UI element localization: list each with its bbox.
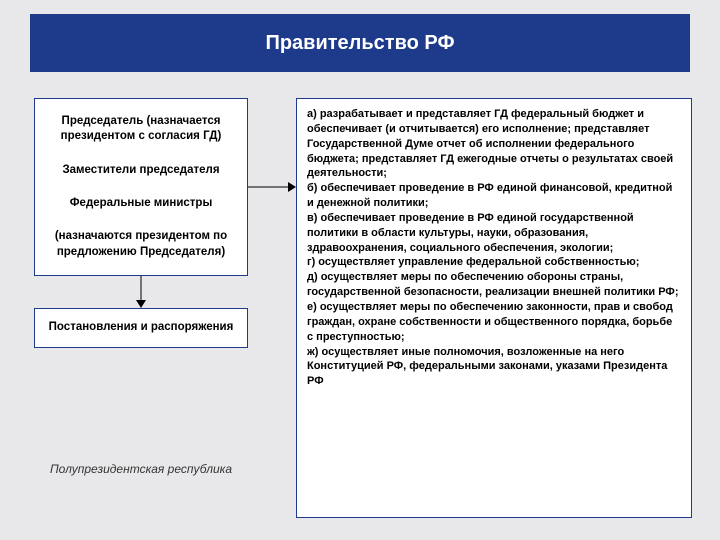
function-item: д) осуществляет меры по обеспечению обор… — [307, 270, 681, 300]
composition-paragraph: (назначаются президентом по предложению … — [43, 229, 239, 260]
arrow-line — [248, 186, 288, 187]
decisions-text: Постановления и распоряжения — [49, 320, 234, 336]
function-item: ж) осуществляет иные полномочия, возложе… — [307, 345, 681, 390]
function-item: в) обеспечивает проведение в РФ единой г… — [307, 211, 681, 256]
arrow-head-icon — [136, 300, 146, 308]
page-title: Правительство РФ — [265, 32, 454, 55]
functions-box: а) разрабатывает и представляет ГД федер… — [296, 98, 692, 518]
composition-box: Председатель (назначается президентом с … — [34, 98, 248, 276]
arrow-head-icon — [288, 182, 296, 192]
title-bar: Правительство РФ — [30, 14, 690, 72]
composition-paragraph: Заместители председателя — [43, 163, 239, 179]
caption-text: Полупрезидентская республика — [34, 462, 248, 476]
function-item: е) осуществляет меры по обеспечению зако… — [307, 300, 681, 345]
arrow-line — [141, 276, 142, 300]
composition-paragraph: Федеральные министры — [43, 196, 239, 212]
function-item: г) осуществляет управление федеральной с… — [307, 255, 681, 270]
composition-paragraph: Председатель (назначается президентом с … — [43, 114, 239, 145]
function-item: а) разрабатывает и представляет ГД федер… — [307, 107, 681, 181]
arrow-composition-to-functions — [248, 186, 296, 187]
function-item: б) обеспечивает проведение в РФ единой ф… — [307, 181, 681, 211]
decisions-box: Постановления и распоряжения — [34, 308, 248, 348]
